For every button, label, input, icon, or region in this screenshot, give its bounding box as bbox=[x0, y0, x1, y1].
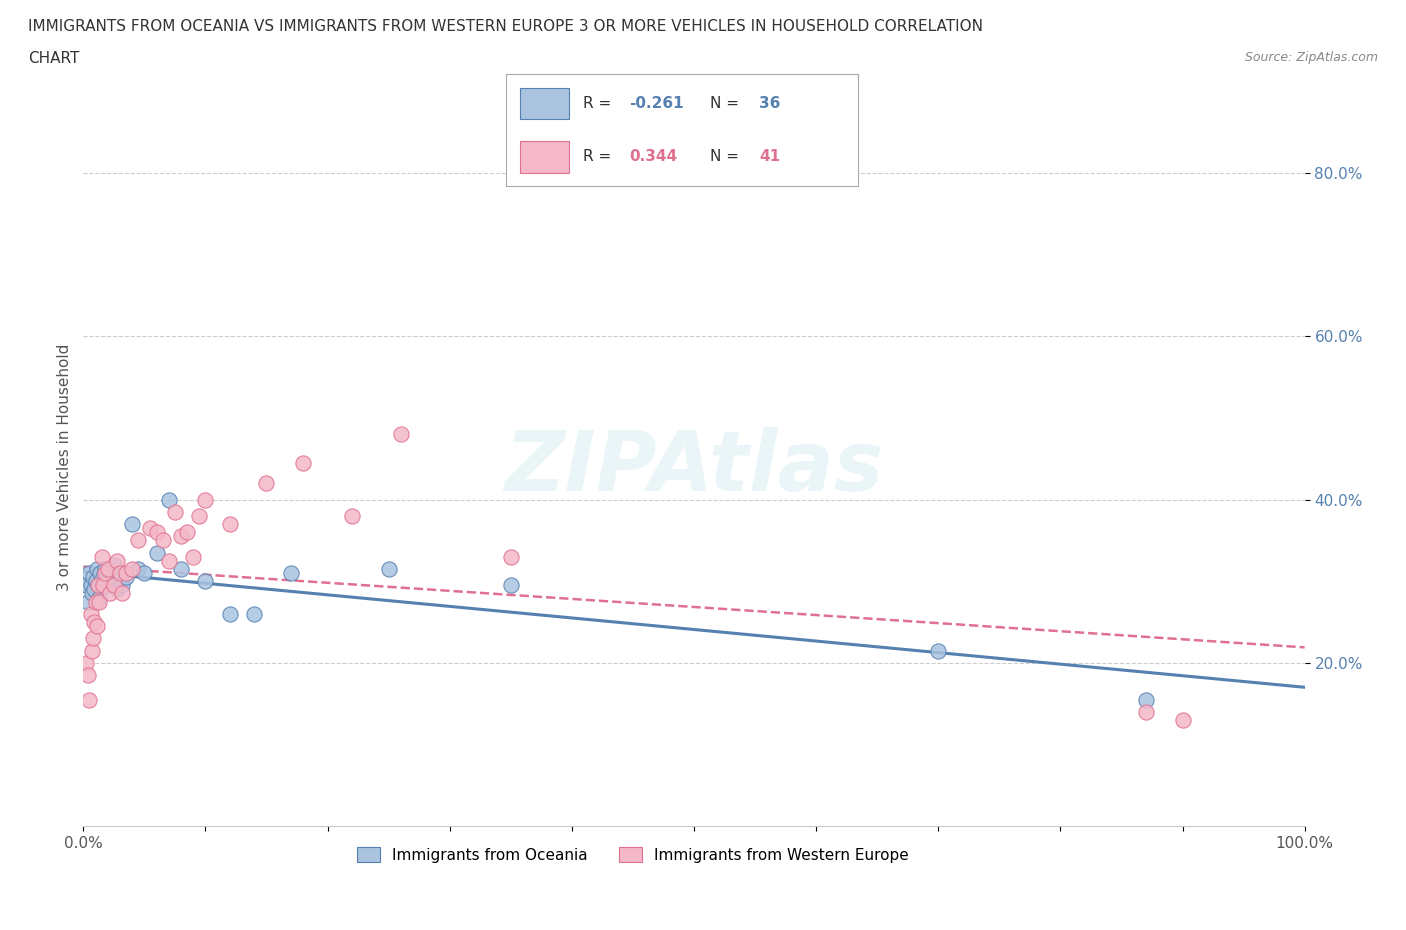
Point bbox=[103, 557, 125, 572]
Point bbox=[79, 692, 101, 707]
Point bbox=[97, 562, 120, 577]
Point bbox=[80, 644, 103, 658]
Point bbox=[79, 578, 101, 592]
Text: -0.261: -0.261 bbox=[630, 96, 683, 111]
Text: CHART: CHART bbox=[28, 51, 80, 66]
Point bbox=[98, 574, 121, 589]
Point bbox=[121, 562, 143, 577]
Y-axis label: 3 or more Vehicles in Household: 3 or more Vehicles in Household bbox=[58, 343, 72, 591]
Point bbox=[152, 533, 174, 548]
Point bbox=[94, 562, 117, 577]
Text: N =: N = bbox=[710, 150, 744, 165]
Point bbox=[75, 578, 97, 592]
Point bbox=[194, 574, 217, 589]
Point bbox=[157, 553, 180, 568]
Point bbox=[218, 606, 240, 621]
Point bbox=[107, 553, 129, 568]
Point bbox=[84, 574, 107, 589]
Point bbox=[108, 565, 131, 580]
Point bbox=[82, 631, 104, 645]
Point bbox=[82, 570, 104, 585]
Point bbox=[1171, 712, 1194, 727]
Point bbox=[145, 545, 167, 560]
Point bbox=[134, 565, 156, 580]
Point bbox=[377, 562, 399, 577]
Point bbox=[90, 550, 112, 565]
Point bbox=[83, 582, 105, 597]
Point bbox=[292, 456, 315, 471]
Point bbox=[79, 565, 101, 580]
Text: R =: R = bbox=[583, 96, 617, 111]
Point bbox=[91, 570, 114, 585]
Point bbox=[499, 578, 522, 592]
Point bbox=[157, 492, 180, 507]
Point bbox=[97, 578, 120, 592]
Point bbox=[176, 525, 198, 539]
Text: Source: ZipAtlas.com: Source: ZipAtlas.com bbox=[1244, 51, 1378, 64]
Point bbox=[163, 504, 186, 519]
Point bbox=[194, 492, 217, 507]
Point bbox=[145, 525, 167, 539]
Point bbox=[218, 517, 240, 532]
Point bbox=[111, 586, 134, 601]
Point bbox=[75, 656, 97, 671]
Point bbox=[80, 586, 103, 601]
Text: 36: 36 bbox=[759, 96, 780, 111]
Point bbox=[108, 565, 131, 580]
Point bbox=[115, 570, 138, 585]
Point bbox=[188, 509, 211, 524]
Point bbox=[340, 509, 363, 524]
Point bbox=[389, 427, 412, 442]
Point bbox=[927, 644, 949, 658]
Point bbox=[170, 562, 193, 577]
Point bbox=[91, 578, 114, 592]
Point bbox=[89, 594, 111, 609]
Point bbox=[89, 591, 111, 605]
Text: 41: 41 bbox=[759, 150, 780, 165]
Legend: Immigrants from Oceania, Immigrants from Western Europe: Immigrants from Oceania, Immigrants from… bbox=[352, 841, 915, 869]
Text: N =: N = bbox=[710, 96, 744, 111]
Text: R =: R = bbox=[583, 150, 617, 165]
Point bbox=[94, 565, 117, 580]
Point bbox=[280, 565, 302, 580]
Point bbox=[107, 582, 129, 597]
Text: IMMIGRANTS FROM OCEANIA VS IMMIGRANTS FROM WESTERN EUROPE 3 OR MORE VEHICLES IN : IMMIGRANTS FROM OCEANIA VS IMMIGRANTS FR… bbox=[28, 19, 983, 33]
Point bbox=[121, 517, 143, 532]
Point bbox=[115, 565, 138, 580]
Point bbox=[90, 578, 112, 592]
Point bbox=[1135, 704, 1157, 719]
Point bbox=[87, 578, 110, 592]
Point bbox=[83, 615, 105, 630]
Bar bbox=[520, 141, 569, 173]
Point bbox=[1135, 692, 1157, 707]
Point bbox=[86, 562, 108, 577]
Point bbox=[77, 594, 100, 609]
Point bbox=[499, 550, 522, 565]
Text: ZIPAtlas: ZIPAtlas bbox=[505, 427, 883, 508]
Point bbox=[181, 550, 204, 565]
Point bbox=[79, 606, 101, 621]
Point bbox=[77, 668, 100, 683]
Point bbox=[111, 578, 134, 592]
Point bbox=[256, 476, 278, 491]
Point bbox=[139, 521, 162, 536]
Point bbox=[89, 565, 111, 580]
Point bbox=[170, 529, 193, 544]
Point bbox=[127, 533, 149, 548]
Point bbox=[84, 594, 107, 609]
Point bbox=[103, 578, 125, 592]
Point bbox=[86, 618, 108, 633]
Bar bbox=[520, 87, 569, 119]
Point bbox=[243, 606, 266, 621]
Point bbox=[87, 578, 110, 592]
Point bbox=[98, 586, 121, 601]
Point bbox=[127, 562, 149, 577]
Text: 0.344: 0.344 bbox=[630, 150, 678, 165]
